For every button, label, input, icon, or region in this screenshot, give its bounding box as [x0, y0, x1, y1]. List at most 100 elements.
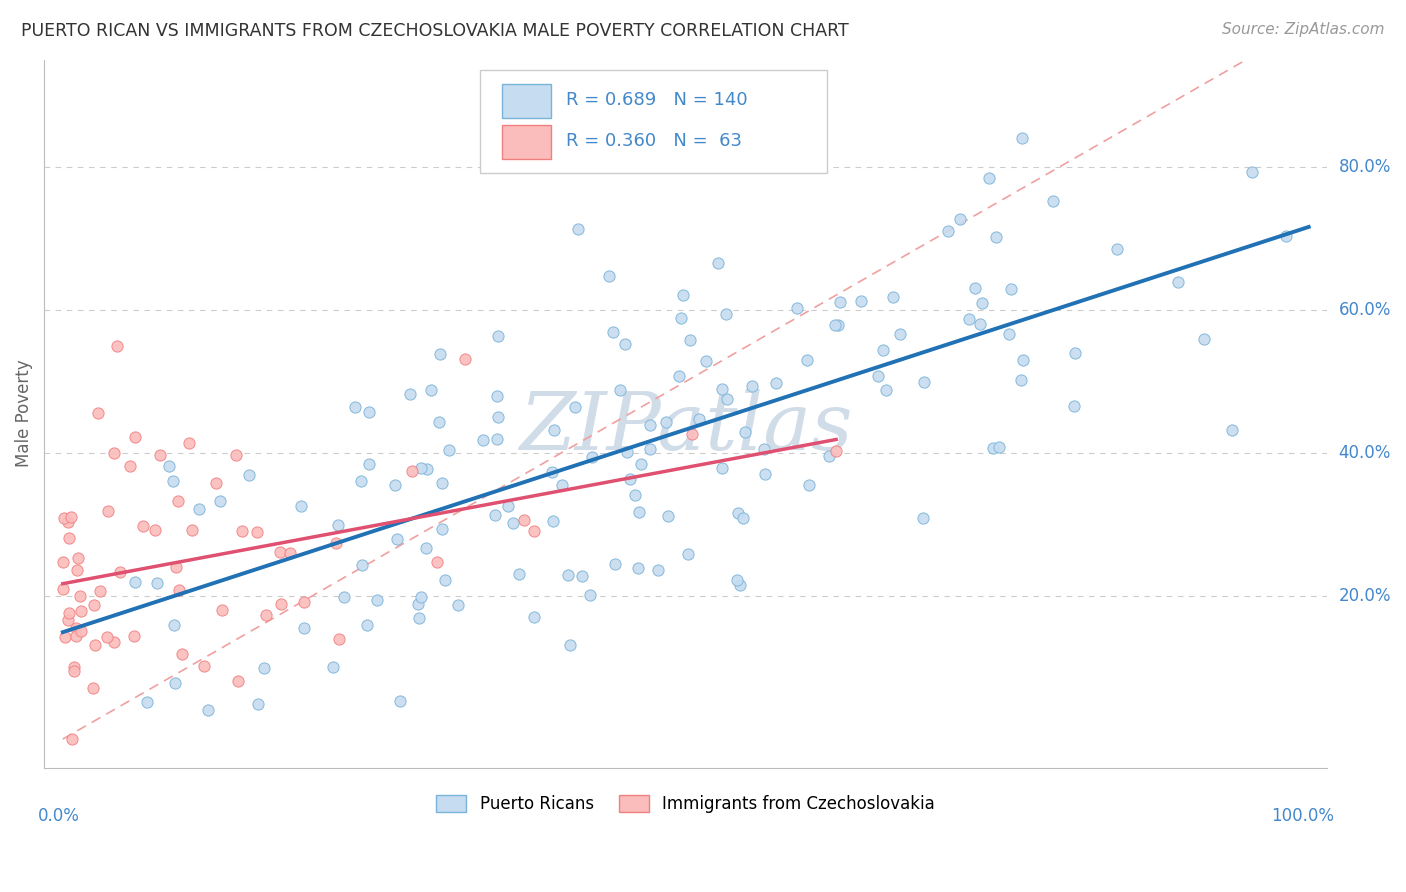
Point [70, 604, 93, 618]
Point [695, 353, 717, 368]
Point [87, 406, 110, 420]
Point [350, 558, 373, 572]
Point [52, 555, 75, 569]
Point [120, 459, 142, 474]
Point [828, 295, 851, 310]
Point [948, 211, 970, 226]
Point [63, 664, 86, 678]
Point [1194, 332, 1216, 346]
Point [124, 430, 146, 444]
Point [97, 504, 120, 518]
Bar [502, 125, 551, 159]
Text: Source: ZipAtlas.com: Source: ZipAtlas.com [1222, 22, 1385, 37]
Point [359, 457, 381, 471]
Point [416, 462, 439, 476]
Point [638, 417, 661, 432]
Point [716, 307, 738, 321]
Point [1042, 194, 1064, 208]
Point [420, 384, 443, 398]
Point [486, 329, 509, 343]
Point [1063, 399, 1085, 413]
Point [205, 475, 228, 490]
Point [614, 337, 637, 351]
Point [936, 224, 959, 238]
Point [454, 352, 477, 367]
Point [389, 694, 412, 708]
Point [124, 575, 146, 590]
Point [647, 563, 669, 577]
Point [638, 442, 661, 456]
Point [567, 222, 589, 236]
Point [741, 379, 763, 393]
Point [105, 339, 128, 353]
Point [889, 326, 911, 341]
Point [543, 423, 565, 437]
Point [426, 555, 449, 569]
Point [52, 582, 75, 596]
Point [62, 732, 84, 747]
Point [406, 597, 429, 611]
Point [328, 632, 350, 646]
Point [676, 547, 699, 561]
Point [193, 658, 215, 673]
Point [165, 676, 187, 690]
Text: 60.0%: 60.0% [1339, 301, 1391, 319]
Point [959, 312, 981, 326]
Point [103, 446, 125, 460]
Point [655, 415, 678, 429]
Point [541, 466, 564, 480]
Point [598, 268, 620, 283]
Point [228, 673, 250, 688]
Point [824, 318, 846, 332]
Point [366, 593, 388, 607]
Point [1167, 275, 1189, 289]
Point [716, 392, 738, 407]
Point [1012, 353, 1035, 368]
Point [162, 474, 184, 488]
Point [197, 704, 219, 718]
Point [326, 518, 349, 533]
Point [912, 375, 935, 389]
Point [657, 509, 679, 524]
Point [752, 442, 775, 457]
Point [602, 325, 624, 339]
Point [290, 499, 312, 513]
Point [52, 510, 75, 524]
Point [626, 561, 648, 575]
Point [868, 369, 890, 384]
Point [679, 334, 702, 348]
Point [66, 550, 89, 565]
Point [627, 506, 650, 520]
Point [734, 425, 756, 440]
Point [384, 478, 406, 492]
Point [434, 573, 457, 587]
Point [343, 400, 366, 414]
Point [616, 444, 638, 458]
Point [157, 459, 180, 474]
Point [58, 613, 80, 627]
Point [707, 256, 730, 270]
Point [65, 629, 87, 643]
Point [671, 311, 693, 326]
Point [564, 400, 586, 414]
Point [427, 415, 450, 429]
Point [447, 598, 470, 612]
Point [730, 578, 752, 592]
Point [619, 472, 641, 486]
Point [269, 545, 291, 559]
Point [56, 516, 79, 530]
Point [385, 532, 408, 546]
Point [984, 230, 1007, 244]
Point [681, 426, 703, 441]
Point [630, 458, 652, 472]
Text: PUERTO RICAN VS IMMIGRANTS FROM CZECHOSLOVAKIA MALE POVERTY CORRELATION CHART: PUERTO RICAN VS IMMIGRANTS FROM CZECHOSL… [21, 22, 849, 40]
Point [89, 583, 111, 598]
Bar [502, 84, 551, 118]
Point [332, 590, 354, 604]
Point [122, 629, 145, 643]
Point [415, 541, 437, 556]
Point [208, 494, 231, 508]
Point [969, 317, 991, 331]
Point [136, 694, 159, 708]
Point [254, 608, 277, 623]
